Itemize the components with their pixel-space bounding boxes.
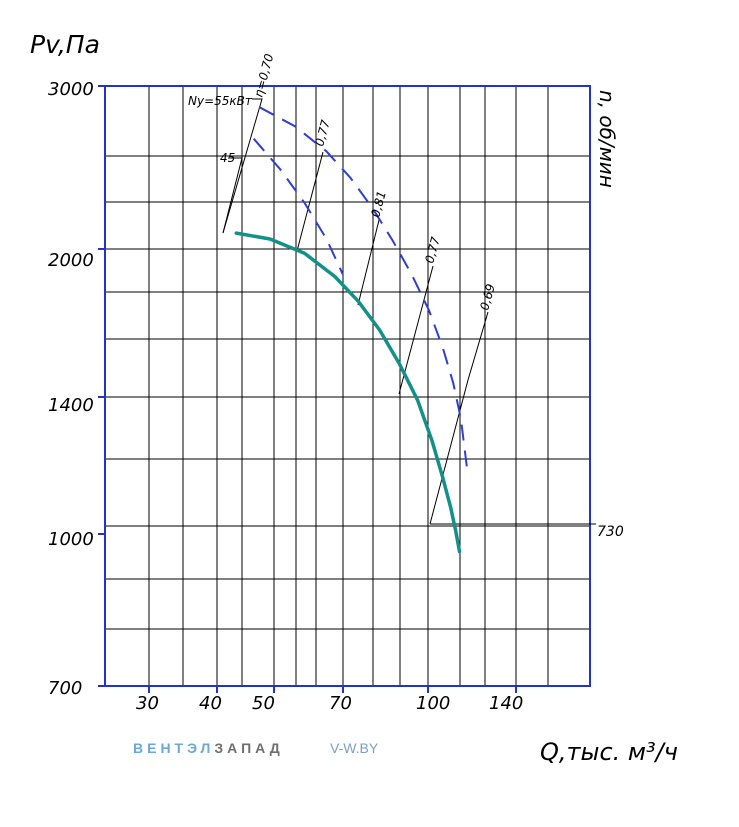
plot-frame [104,85,591,687]
y-tick-label: 1000 [48,529,94,550]
x-tick-label: 50 [252,693,275,714]
brand-logo: ВЕНТЭЛЗАПАД [133,740,284,756]
x-axis-label: Q,тыс. м³/ч [540,738,678,766]
x-tick-labels: 30 40 50 70 100 140 [136,693,523,714]
efficiency-label: 0,77 [312,118,333,148]
annotation-leader [296,151,324,252]
y-tick-label: 3000 [48,79,94,100]
x-tick-label: 30 [136,693,159,714]
annotation-leader [222,157,243,234]
y-tick-label: 1400 [48,395,94,416]
chart-grid [105,86,590,686]
y2-axis-label: n, об/мин [595,90,619,188]
x-tick-label: 100 [416,693,450,714]
x-tick-label: 40 [199,693,222,714]
chart-curves [234,106,468,554]
chart-axes [98,85,591,693]
power-label: Ny=55кВт [188,94,253,108]
y-axis-label: Pv,Па [30,30,100,59]
annotation-leader [429,311,489,525]
efficiency-label: 0,81 [368,189,388,218]
y-tick-labels: 3000 2000 1400 1000 700 [48,79,94,699]
brand-word-1: ВЕНТЭЛ [133,740,215,756]
efficiency-label: η=0,70 [251,52,276,99]
annotation-leader [357,219,380,306]
power-curve [252,138,344,275]
y-tick-label: 700 [48,678,82,699]
x-tick-label: 140 [489,693,523,714]
site-url: V-W.BY [330,740,379,756]
power-label: 45 [220,151,235,165]
brand-word-2: ЗАПАД [214,740,284,756]
y-tick-label: 2000 [48,250,94,271]
x-tick-label: 70 [329,693,352,714]
power-curve [258,106,468,468]
pressure-curve [234,231,462,554]
annotation-leaders [222,98,596,525]
efficiency-label: 0,69 [477,282,497,311]
annotation-leader [222,98,263,234]
speed-label: 730 [597,524,624,540]
efficiency-label: 0,77 [422,235,443,265]
